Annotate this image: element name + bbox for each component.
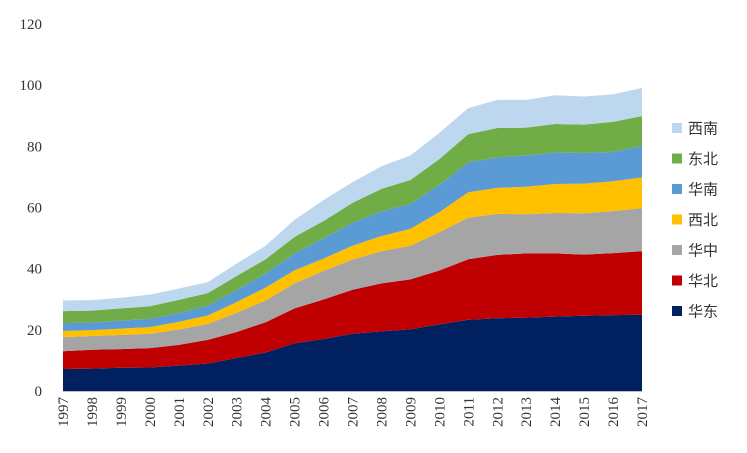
- legend-item-6: 华东: [672, 303, 718, 321]
- y-tick-label-6: 120: [20, 17, 43, 33]
- x-tick-label-2: 1999: [114, 397, 130, 427]
- x-tick-label-16: 2013: [519, 397, 535, 427]
- y-tick-label-4: 80: [27, 139, 42, 155]
- legend-swatch-1: [672, 153, 682, 164]
- legend-swatch-2: [672, 184, 682, 194]
- legend-item-1: 东北: [672, 150, 718, 168]
- y-axis-tick-labels: 0 20 40 60 80 100 120: [20, 17, 43, 400]
- x-tick-label-5: 2002: [201, 397, 217, 427]
- y-tick-label-0: 0: [35, 384, 43, 400]
- x-tick-label-18: 2015: [577, 397, 593, 427]
- legend-swatch-6: [672, 306, 682, 316]
- area-series-5: 东北: [63, 116, 642, 324]
- y-tick-label-5: 100: [20, 78, 43, 94]
- legend-swatch-4: [672, 245, 682, 255]
- legend-item-3: 西北: [672, 211, 718, 229]
- x-tick-label-8: 2005: [288, 397, 304, 427]
- legend-label-2: 华南: [688, 181, 718, 199]
- legend-swatch-5: [672, 275, 682, 286]
- x-tick-label-6: 2003: [230, 397, 246, 427]
- x-tick-label-10: 2007: [346, 397, 362, 428]
- x-tick-label-4: 2001: [172, 397, 188, 427]
- legend-label-6: 华东: [688, 303, 718, 321]
- legend-swatch-0: [672, 123, 682, 133]
- x-tick-label-9: 2006: [317, 397, 333, 428]
- legend-swatch-3: [672, 214, 682, 225]
- area-series-6: 西南: [63, 87, 642, 312]
- y-tick-label-2: 40: [27, 262, 42, 278]
- y-tick-label-3: 60: [27, 201, 42, 217]
- x-tick-label-20: 2017: [635, 397, 651, 428]
- x-tick-label-3: 2000: [143, 397, 159, 427]
- x-tick-label-13: 2010: [432, 397, 448, 427]
- x-tick-label-0: 1997: [56, 397, 72, 428]
- x-axis-tick-labels: 1997 1998 1999 2000 2001 2002 2003 2004 2005 2006…: [56, 397, 651, 428]
- legend-item-4: 华中: [672, 242, 718, 260]
- x-tick-label-1: 1998: [85, 397, 101, 427]
- x-tick-label-14: 2011: [461, 397, 477, 426]
- x-tick-label-11: 2008: [374, 397, 390, 427]
- area-series-4: 华南: [63, 145, 642, 332]
- area-series-0: 华东: [63, 314, 642, 391]
- area-series-group: 华东华北华中西北华南东北西南: [63, 87, 642, 391]
- x-tick-label-17: 2014: [548, 397, 564, 428]
- x-tick-label-12: 2009: [403, 397, 419, 427]
- x-tick-label-7: 2004: [259, 397, 275, 428]
- area-series-1: 华北: [63, 251, 642, 369]
- x-tick-label-15: 2012: [490, 397, 506, 427]
- legend-label-0: 西南: [688, 120, 718, 138]
- y-tick-label-1: 20: [27, 323, 42, 339]
- legend-item-2: 华南: [672, 181, 718, 199]
- legend-label-5: 华北: [688, 272, 718, 290]
- legend-label-1: 东北: [688, 150, 718, 168]
- legend-item-0: 西南: [672, 120, 718, 138]
- legend-item-5: 华北: [672, 272, 718, 290]
- area-series-2: 华中: [63, 208, 642, 352]
- legend-label-4: 华中: [688, 242, 718, 260]
- area-series-3: 西北: [63, 177, 642, 338]
- legend-label-3: 西北: [688, 211, 718, 229]
- x-tick-label-19: 2016: [606, 397, 622, 428]
